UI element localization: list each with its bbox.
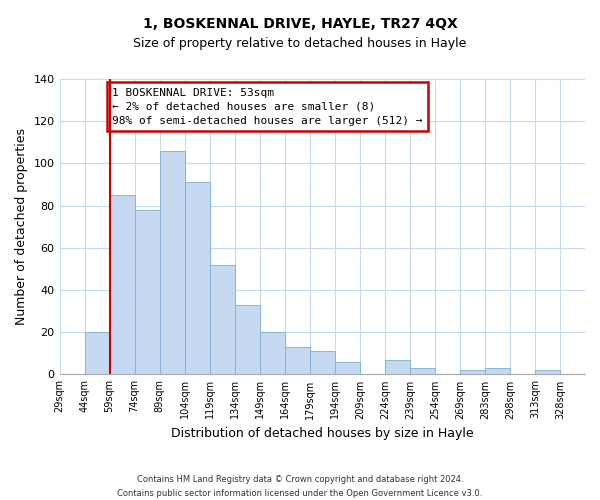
Bar [185, 182, 209, 374]
Bar [260, 332, 285, 374]
Bar [460, 370, 485, 374]
Bar [535, 370, 560, 374]
Bar [410, 368, 435, 374]
Bar [235, 305, 260, 374]
Bar [110, 195, 134, 374]
Y-axis label: Number of detached properties: Number of detached properties [15, 128, 28, 325]
Bar [285, 347, 310, 374]
Text: Size of property relative to detached houses in Hayle: Size of property relative to detached ho… [133, 38, 467, 51]
Text: 1 BOSKENNAL DRIVE: 53sqm
← 2% of detached houses are smaller (8)
98% of semi-det: 1 BOSKENNAL DRIVE: 53sqm ← 2% of detache… [112, 88, 422, 126]
Text: Contains HM Land Registry data © Crown copyright and database right 2024.
Contai: Contains HM Land Registry data © Crown c… [118, 476, 482, 498]
X-axis label: Distribution of detached houses by size in Hayle: Distribution of detached houses by size … [171, 427, 473, 440]
Bar [335, 362, 360, 374]
Bar [160, 150, 185, 374]
Bar [310, 351, 335, 374]
Bar [385, 360, 410, 374]
Bar [485, 368, 510, 374]
Text: 1, BOSKENNAL DRIVE, HAYLE, TR27 4QX: 1, BOSKENNAL DRIVE, HAYLE, TR27 4QX [143, 18, 457, 32]
Bar [134, 210, 160, 374]
Bar [85, 332, 110, 374]
Bar [209, 264, 235, 374]
